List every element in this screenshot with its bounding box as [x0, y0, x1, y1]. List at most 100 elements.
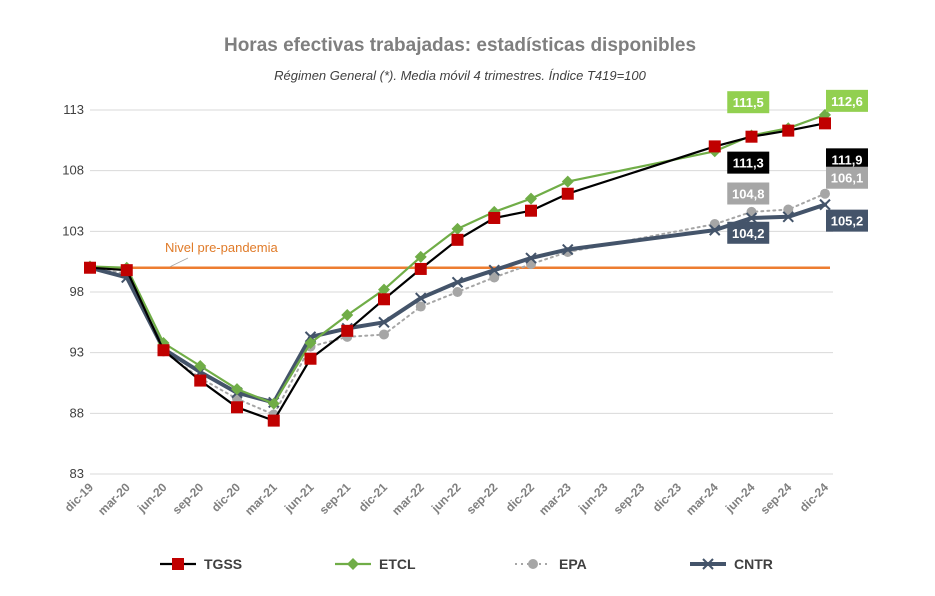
marker-stroke	[378, 316, 390, 329]
data-point-cntr	[378, 316, 390, 329]
x-tick-label: sep-23	[611, 480, 648, 517]
data-label-epa: 106,1	[826, 166, 868, 189]
legend-swatch-marker	[347, 558, 359, 570]
data-label-cntr: 104,2	[727, 221, 770, 244]
data-label-box	[826, 166, 868, 189]
marker-stroke	[304, 331, 317, 343]
y-tick-label: 113	[63, 102, 84, 117]
data-label-text: 104,2	[732, 226, 765, 241]
data-point-tgss	[194, 374, 207, 387]
data-point-cntr	[709, 224, 721, 236]
x-tick-label: mar-22	[389, 480, 427, 518]
data-point-cntr	[782, 211, 794, 223]
data-point-etcl	[378, 283, 390, 296]
data-label-etcl: 112,6	[826, 89, 868, 112]
x-tick-label: sep-22	[464, 480, 501, 517]
x-tick-label: mar-21	[242, 480, 280, 518]
data-point-cntr	[488, 264, 500, 276]
data-label-text: 105,2	[831, 214, 864, 229]
data-point-tgss	[231, 401, 243, 414]
data-point-etcl	[414, 250, 427, 263]
data-point-etcl	[267, 397, 280, 410]
series-line-epa	[89, 192, 826, 416]
data-point-tgss	[451, 233, 464, 246]
y-tick-label: 93	[70, 345, 84, 360]
data-label-text: 104,8	[732, 186, 765, 201]
data-label-text: 112,6	[831, 94, 863, 109]
series-line-tgss	[88, 122, 827, 422]
x-tick-label: dic-20	[209, 480, 244, 515]
legend-label: ETCL	[379, 556, 416, 572]
marker-stroke	[451, 276, 464, 289]
data-point-epa	[489, 272, 500, 283]
data-point-tgss	[708, 140, 721, 153]
marker-stroke	[819, 198, 831, 211]
data-point-cntr	[819, 198, 831, 211]
series-line-cntr	[88, 202, 827, 405]
data-point-tgss	[84, 261, 96, 274]
data-label-epa: 104,8	[727, 182, 770, 205]
data-point-tgss	[782, 124, 795, 137]
gridlines	[90, 109, 833, 475]
data-label-etcl: 111,5	[727, 91, 770, 114]
y-tick-label: 98	[70, 284, 84, 299]
chart-title: Horas efectivas trabajadas: estadísticas…	[224, 35, 696, 56]
x-tick-label: dic-23	[650, 480, 685, 515]
data-label-text: 111,3	[733, 156, 764, 171]
marker-stroke	[745, 212, 758, 224]
chart-subtitle: Régimen General (*). Media móvil 4 trime…	[274, 68, 647, 83]
data-label-box	[727, 182, 770, 205]
data-point-tgss	[488, 211, 501, 224]
y-tick-label: 88	[70, 405, 84, 420]
data-point-cntr	[451, 276, 464, 289]
x-tick-label: jun-22	[428, 480, 464, 516]
x-tick-label: jun-20	[134, 480, 170, 516]
marker-stroke	[415, 292, 427, 304]
legend-item-epa: EPA	[515, 556, 587, 572]
legend-item-cntr: CNTR	[690, 556, 773, 572]
data-point-etcl	[341, 309, 354, 322]
data-point-epa	[783, 204, 794, 215]
legend-label: EPA	[559, 556, 587, 572]
data-label-box	[727, 91, 770, 114]
data-point-epa	[820, 188, 830, 199]
data-point-epa	[415, 301, 426, 312]
legend-swatch-marker	[172, 558, 184, 570]
series-group	[84, 108, 831, 427]
data-labels: 111,3 111,9 111,5 112,6 104,8 106,1 104,2 105,2	[727, 89, 868, 244]
legend-item-tgss: TGSS	[160, 556, 242, 572]
data-point-tgss	[378, 293, 390, 306]
data-point-tgss	[525, 204, 537, 217]
data-label-tgss: 111,9	[826, 148, 868, 171]
data-point-etcl	[231, 383, 243, 396]
reference-line-label: Nivel pre-pandemia	[165, 240, 278, 255]
x-tick-label: dic-19	[62, 480, 97, 515]
x-tick-label: dic-21	[356, 480, 391, 515]
data-point-tgss	[341, 324, 354, 337]
marker-stroke	[562, 243, 574, 256]
data-label-box	[826, 148, 868, 171]
data-point-tgss	[120, 264, 133, 277]
data-point-epa	[379, 329, 389, 340]
reference-leader	[169, 257, 189, 268]
legend-swatch-marker	[528, 559, 538, 569]
data-point-etcl	[561, 175, 574, 188]
data-point-tgss	[267, 414, 280, 427]
series-line-etcl	[88, 113, 827, 405]
x-tick-label: jun-21	[281, 480, 317, 516]
x-tick-label: mar-20	[95, 480, 133, 518]
data-point-cntr	[745, 212, 758, 224]
x-tick-label: sep-21	[317, 480, 354, 517]
x-tick-label: jun-24	[722, 480, 758, 516]
legend-label: TGSS	[204, 556, 242, 572]
marker-stroke	[702, 558, 714, 570]
data-point-tgss	[745, 130, 758, 143]
x-tick-label: dic-22	[503, 480, 538, 515]
data-point-tgss	[304, 352, 317, 365]
data-label-box	[727, 221, 770, 244]
reference-line-group: Nivel pre-pandemia	[90, 240, 830, 269]
x-tick-label: sep-20	[170, 480, 207, 517]
data-point-tgss	[414, 262, 427, 275]
data-point-tgss	[561, 187, 574, 200]
marker-stroke	[709, 224, 721, 236]
